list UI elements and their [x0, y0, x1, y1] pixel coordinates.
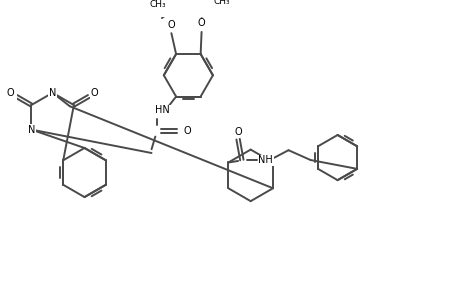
Text: O: O	[183, 126, 190, 136]
Text: HN: HN	[155, 105, 170, 115]
Text: O: O	[7, 88, 15, 98]
Text: N: N	[28, 124, 35, 135]
Text: N: N	[49, 88, 56, 98]
Text: O: O	[197, 18, 205, 28]
Text: O: O	[167, 20, 175, 30]
Text: NH: NH	[258, 155, 273, 165]
Text: O: O	[90, 88, 98, 98]
Text: CH₃: CH₃	[150, 0, 166, 9]
Text: CH₃: CH₃	[213, 0, 229, 6]
Text: O: O	[234, 127, 241, 136]
